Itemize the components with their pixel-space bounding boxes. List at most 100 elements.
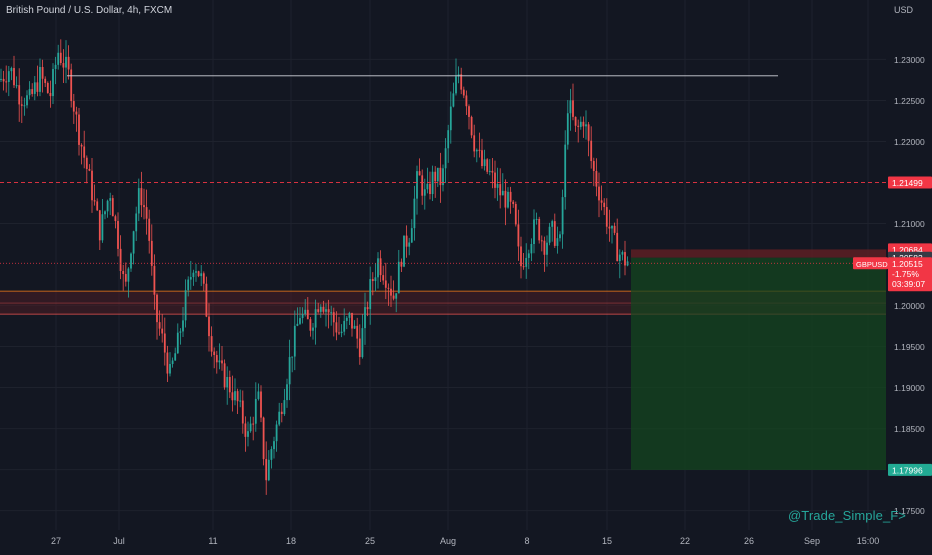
candle-body	[351, 312, 353, 329]
candle-body	[345, 317, 348, 321]
take-profit-area[interactable]	[631, 257, 886, 470]
watermark-text: @Trade_Simple_F>	[788, 508, 907, 523]
candle-body	[462, 89, 465, 96]
candle-body	[382, 275, 385, 281]
candle-body	[613, 225, 616, 233]
candle-body	[65, 56, 67, 68]
support-zone-lower[interactable]	[0, 303, 886, 315]
candle-body	[423, 189, 426, 196]
candle-body	[158, 322, 161, 329]
candle-body	[317, 309, 320, 312]
candle-body	[254, 398, 257, 424]
candle-body	[85, 157, 88, 169]
candle-body	[624, 252, 626, 266]
candle-body	[306, 309, 309, 320]
candle-body	[384, 280, 387, 288]
price-label-text: 1.21499	[892, 178, 923, 188]
candle-body	[512, 201, 515, 205]
candle-body	[244, 423, 247, 437]
candle-body	[605, 207, 608, 227]
candle-body	[135, 213, 138, 232]
symbol-tag	[853, 257, 888, 270]
candle-body	[109, 198, 112, 201]
candle-body	[15, 85, 18, 87]
candle-body	[200, 273, 203, 277]
candle-body	[28, 89, 31, 96]
x-tick-label: 27	[51, 536, 61, 546]
candle-body	[54, 64, 57, 69]
x-tick-label: Jul	[113, 536, 125, 546]
candle-body	[301, 313, 304, 319]
candle-body	[611, 225, 613, 229]
candle-body	[343, 320, 346, 332]
candle-body	[410, 228, 413, 243]
candle-body	[130, 253, 132, 269]
candle-body	[488, 170, 491, 172]
stop-loss-area[interactable]	[631, 249, 886, 258]
candle-body	[163, 333, 166, 353]
candle-body	[392, 295, 395, 299]
candle-body	[101, 214, 104, 241]
candle-body	[387, 287, 390, 289]
candle-body	[262, 417, 265, 460]
candle-body	[566, 113, 569, 145]
candle-body	[540, 240, 543, 242]
candle-body	[91, 170, 93, 201]
candle-body	[553, 221, 556, 246]
candle-body	[26, 95, 28, 106]
candle-body	[514, 204, 517, 225]
candle-body	[358, 338, 361, 358]
candle-body	[496, 184, 499, 188]
candle-body	[327, 309, 330, 313]
candle-body	[156, 294, 158, 323]
candle-body	[293, 325, 296, 357]
candle-body	[436, 167, 439, 182]
candle-body	[174, 353, 177, 361]
y-tick-label: 1.23000	[894, 55, 925, 65]
candle-body	[465, 95, 468, 107]
candle-body	[210, 336, 213, 352]
candle-body	[319, 306, 322, 312]
candle-body	[449, 106, 452, 131]
candle-body	[322, 306, 325, 312]
candle-body	[291, 356, 294, 358]
candle-body	[621, 252, 624, 255]
candle-body	[447, 130, 450, 149]
candle-body	[546, 242, 548, 255]
candle-body	[72, 101, 75, 112]
candle-body	[483, 159, 486, 167]
candle-body	[587, 124, 590, 141]
candle-body	[400, 261, 403, 267]
candle-body	[330, 312, 333, 314]
candle-body	[0, 78, 2, 80]
candle-body	[418, 171, 421, 176]
candle-body	[504, 190, 507, 208]
candle-body	[273, 441, 275, 450]
candle-body	[353, 325, 356, 329]
candle-body	[286, 384, 288, 401]
candle-body	[439, 167, 442, 186]
candle-body	[67, 56, 70, 70]
candle-body	[44, 78, 47, 83]
candle-body	[150, 240, 153, 266]
chart-title: British Pound / U.S. Dollar, 4h, FXCM	[6, 5, 173, 16]
x-tick-label: 18	[286, 536, 296, 546]
candle-body	[491, 170, 494, 173]
candle-body	[145, 207, 148, 219]
candle-body	[335, 322, 338, 333]
candle-body	[592, 161, 595, 171]
support-zone-upper[interactable]	[0, 291, 886, 304]
candle-body	[379, 258, 382, 276]
candle-body	[340, 331, 343, 334]
candle-body	[299, 318, 301, 324]
candle-body	[239, 400, 242, 402]
y-tick-label: 1.19000	[894, 383, 925, 393]
candle-body	[312, 327, 314, 331]
candle-body	[275, 424, 278, 442]
candle-body	[59, 52, 62, 64]
y-tick-label: 1.22500	[894, 96, 925, 106]
candle-body	[608, 226, 611, 229]
x-tick-label: 15:00	[857, 536, 880, 546]
